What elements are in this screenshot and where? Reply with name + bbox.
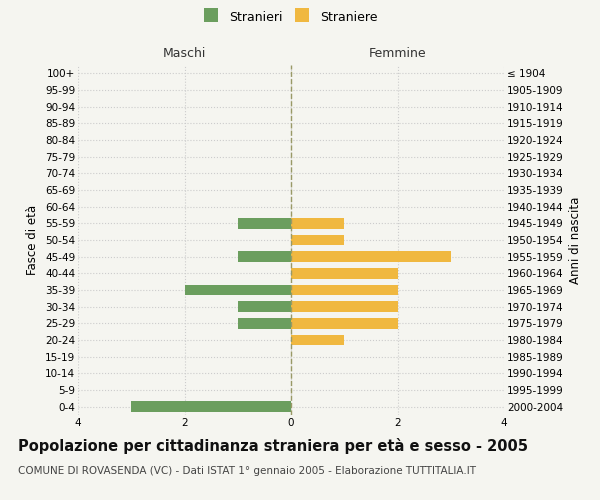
Bar [291, 268, 398, 279]
Bar [291, 334, 344, 345]
Text: COMUNE DI ROVASENDA (VC) - Dati ISTAT 1° gennaio 2005 - Elaborazione TUTTITALIA.: COMUNE DI ROVASENDA (VC) - Dati ISTAT 1°… [18, 466, 476, 476]
Text: Femmine: Femmine [368, 47, 427, 60]
Y-axis label: Fasce di età: Fasce di età [26, 205, 40, 275]
Bar [238, 251, 291, 262]
Bar [291, 218, 344, 229]
Text: Popolazione per cittadinanza straniera per età e sesso - 2005: Popolazione per cittadinanza straniera p… [18, 438, 528, 454]
Bar [291, 318, 398, 329]
Bar [238, 301, 291, 312]
Bar [291, 284, 398, 296]
Bar [238, 218, 291, 229]
Bar [291, 234, 344, 246]
Bar [291, 301, 398, 312]
Bar [131, 401, 291, 412]
Bar [238, 318, 291, 329]
Text: Maschi: Maschi [163, 47, 206, 60]
Legend: Stranieri, Straniere: Stranieri, Straniere [204, 10, 378, 24]
Y-axis label: Anni di nascita: Anni di nascita [569, 196, 582, 284]
Bar [185, 284, 291, 296]
Bar [291, 251, 451, 262]
